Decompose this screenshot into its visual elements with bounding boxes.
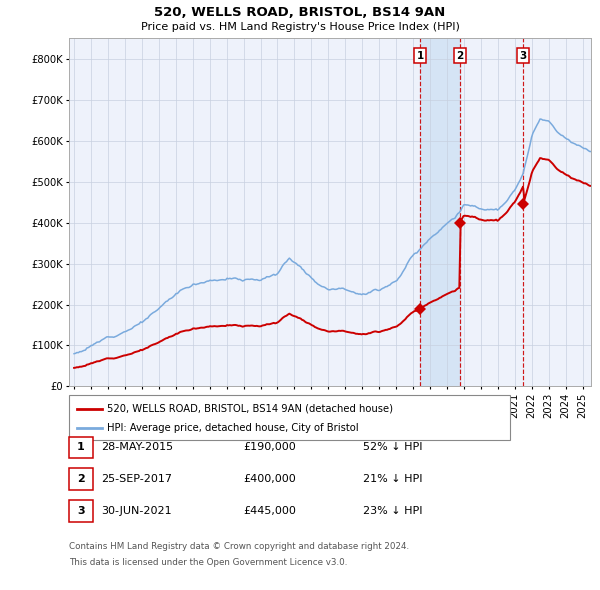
Text: 1: 1	[77, 442, 85, 452]
Text: 21% ↓ HPI: 21% ↓ HPI	[363, 474, 422, 484]
Text: Price paid vs. HM Land Registry's House Price Index (HPI): Price paid vs. HM Land Registry's House …	[140, 22, 460, 32]
Text: This data is licensed under the Open Government Licence v3.0.: This data is licensed under the Open Gov…	[69, 558, 347, 566]
Text: 30-JUN-2021: 30-JUN-2021	[101, 506, 172, 516]
Text: 3: 3	[520, 51, 527, 61]
Text: 1: 1	[416, 51, 424, 61]
Text: 28-MAY-2015: 28-MAY-2015	[101, 442, 173, 452]
Text: 2: 2	[77, 474, 85, 484]
Text: 52% ↓ HPI: 52% ↓ HPI	[363, 442, 422, 452]
Text: Contains HM Land Registry data © Crown copyright and database right 2024.: Contains HM Land Registry data © Crown c…	[69, 542, 409, 550]
Text: 520, WELLS ROAD, BRISTOL, BS14 9AN: 520, WELLS ROAD, BRISTOL, BS14 9AN	[154, 6, 446, 19]
Text: 3: 3	[77, 506, 85, 516]
Text: HPI: Average price, detached house, City of Bristol: HPI: Average price, detached house, City…	[107, 424, 358, 434]
Text: 520, WELLS ROAD, BRISTOL, BS14 9AN (detached house): 520, WELLS ROAD, BRISTOL, BS14 9AN (deta…	[107, 404, 393, 414]
Text: £190,000: £190,000	[243, 442, 296, 452]
Text: 2: 2	[456, 51, 463, 61]
Text: 25-SEP-2017: 25-SEP-2017	[101, 474, 172, 484]
Text: £400,000: £400,000	[243, 474, 296, 484]
Text: £445,000: £445,000	[243, 506, 296, 516]
Text: 23% ↓ HPI: 23% ↓ HPI	[363, 506, 422, 516]
Bar	[420, 38, 460, 386]
